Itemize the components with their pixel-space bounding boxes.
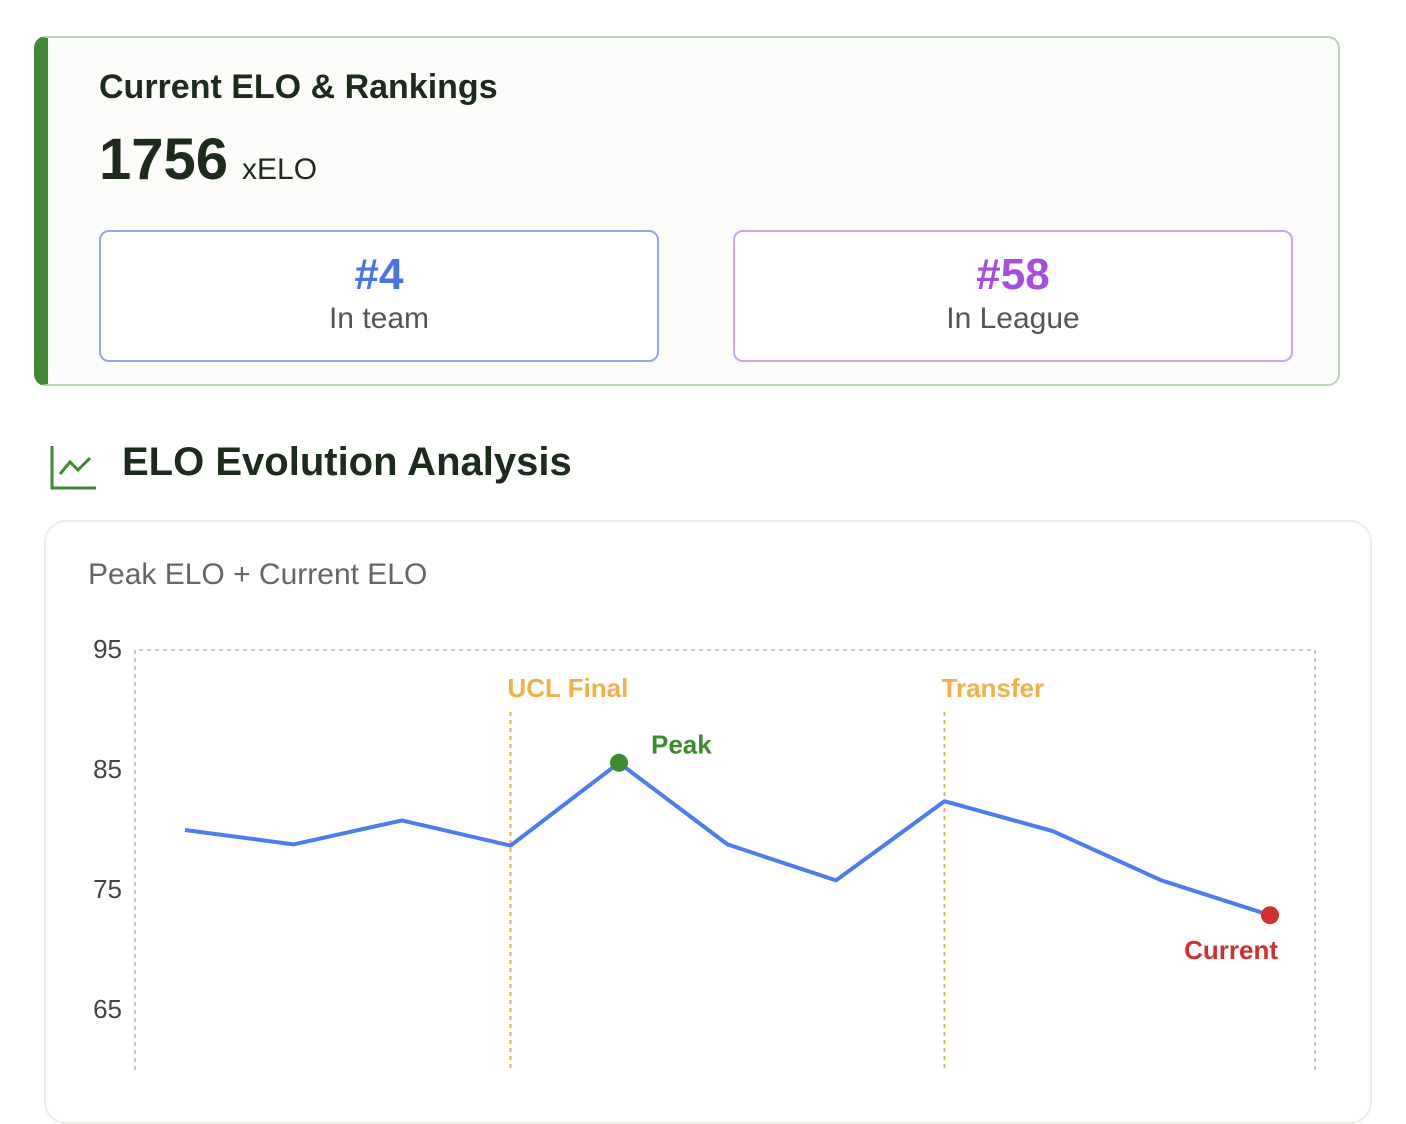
league-rank: #58 In League — [733, 230, 1293, 362]
point-label: Current — [1184, 935, 1278, 965]
y-tick-label: 85 — [93, 754, 122, 784]
chart-icon — [50, 446, 96, 490]
card-title: Current ELO & Rankings — [99, 68, 498, 106]
elo-value: 1756 xELO — [99, 126, 317, 193]
elo-card: Current ELO & Rankings 1756 xELO #4 In tea… — [34, 36, 1340, 386]
section-title: ELO Evolution Analysis — [122, 440, 572, 484]
y-tick-label: 95 — [93, 634, 122, 664]
annotation-label: UCL Final — [508, 673, 629, 703]
page: Current ELO & Rankings 1756 xELO #4 In tea… — [34, 36, 1372, 1124]
chart-title: Peak ELO + Current ELO — [88, 558, 427, 591]
elo-unit: xELO — [242, 153, 318, 186]
point-marker — [610, 753, 628, 772]
rank-label: In League — [946, 302, 1080, 335]
rank-number: #4 — [354, 250, 404, 299]
chart: Peak ELO + Current ELO 95 85 75 65 UCL Final T… — [50, 446, 1316, 1070]
annotation-label: Transfer — [942, 673, 1045, 703]
point-label: Peak — [651, 730, 712, 760]
y-tick-label: 75 — [93, 874, 122, 904]
point-marker — [1261, 906, 1279, 925]
plot-border — [134, 649, 1316, 1070]
rank-number: #58 — [976, 250, 1050, 299]
elo-number: 1756 — [99, 127, 229, 192]
team-rank: #4 In team — [99, 230, 659, 362]
series-line — [184, 760, 1271, 918]
rank-label: In team — [328, 302, 430, 335]
y-tick-label: 65 — [93, 994, 122, 1024]
